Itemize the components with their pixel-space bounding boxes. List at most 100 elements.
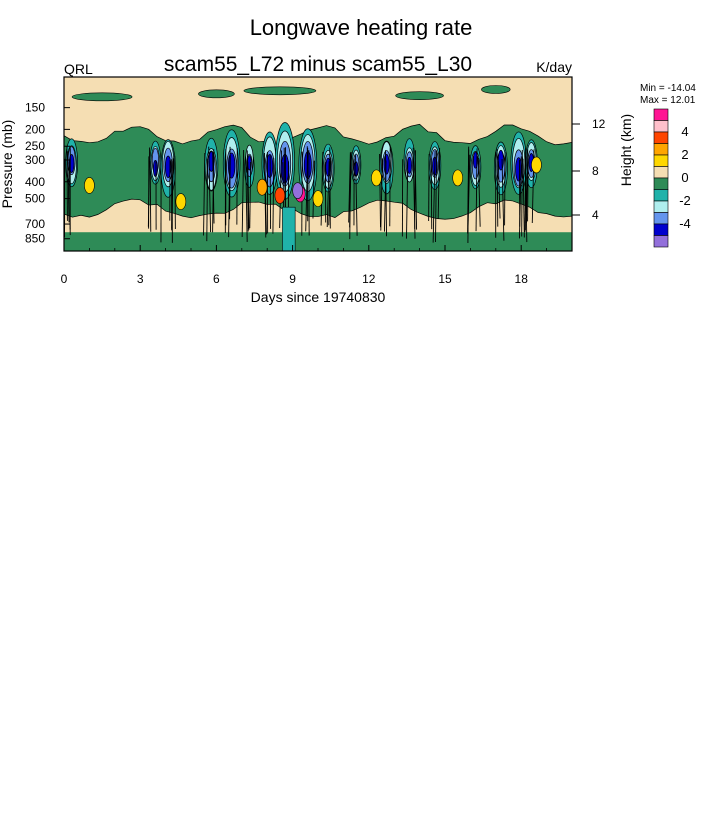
contour-line	[326, 161, 330, 227]
y-tick-label: 250	[25, 139, 45, 153]
contour-line	[521, 149, 523, 237]
positive-contour-cell	[312, 190, 324, 207]
contour-line	[435, 150, 438, 242]
y-tick-label: 500	[25, 192, 45, 206]
y-tick-label: 850	[25, 232, 45, 246]
contour-line	[174, 155, 176, 230]
y-axis-label: Pressure (mb)	[0, 120, 15, 209]
positive-contour-cell	[452, 169, 464, 187]
contour-line	[149, 161, 152, 232]
contour-cell	[152, 159, 158, 177]
contour-line	[497, 161, 501, 219]
contour-line	[496, 149, 499, 227]
positive-contour-cell	[531, 156, 542, 174]
contour-line	[379, 153, 381, 228]
colorbar-swatch	[653, 120, 669, 133]
contour-line	[385, 150, 388, 237]
colorbar-swatch	[653, 223, 669, 236]
y-right-tick-label: 4	[592, 208, 599, 222]
contour-line	[349, 153, 351, 240]
contour-line	[245, 156, 248, 242]
contour-cell	[282, 206, 296, 251]
x-axis-label: Days since 19740830	[251, 289, 386, 305]
upper-contour-patch	[243, 86, 317, 96]
colorbar-swatch	[653, 108, 669, 121]
x-tick-label: 0	[61, 272, 68, 286]
contour-line	[228, 146, 231, 238]
contour-line	[518, 156, 522, 239]
positive-contour-cell	[175, 193, 187, 210]
colorbar-swatch	[653, 212, 669, 225]
upper-contour-patch	[395, 91, 444, 100]
x-axis: 0 3 6 9 12 15 18	[61, 245, 547, 286]
contour-line	[203, 152, 206, 236]
contour-line	[432, 150, 436, 243]
colorbar-swatch	[653, 189, 669, 202]
chart-subtitle: scam55_L72 minus scam55_L30	[164, 53, 472, 76]
colorbar-label: -2	[679, 193, 691, 208]
y-tick-label: 150	[25, 101, 45, 115]
contour-line	[241, 149, 245, 238]
colorbar-legend: 4 2 0 -2 -4	[653, 108, 691, 248]
min-value-text: Min = -14.04	[640, 83, 696, 94]
contour-line	[522, 158, 525, 238]
contour-line	[171, 158, 174, 229]
contour-line	[525, 156, 528, 243]
contour-plot-area	[63, 76, 573, 252]
contour-line	[527, 154, 529, 222]
y-axis-height: 12 8 4	[572, 117, 606, 222]
contour-line	[212, 153, 215, 224]
y-right-tick-label: 8	[592, 164, 599, 178]
x-tick-label: 3	[137, 272, 144, 286]
colorbar-label: 2	[681, 147, 688, 162]
contour-line	[406, 159, 409, 239]
contour-line	[206, 158, 209, 242]
colorbar-swatch	[653, 154, 669, 167]
variable-label: QRL	[64, 61, 93, 77]
x-tick-label: 12	[362, 272, 376, 286]
colorbar-label: -4	[679, 216, 691, 231]
contour-line	[467, 154, 471, 234]
upper-contour-patch	[71, 92, 133, 102]
contour-line	[249, 161, 252, 229]
positive-contour-cell	[274, 187, 286, 204]
upper-contour-patch	[198, 89, 235, 99]
contour-line	[501, 159, 505, 241]
contour-line	[272, 158, 275, 234]
contour-line	[247, 161, 250, 230]
x-tick-label: 6	[213, 272, 220, 286]
contour-line	[355, 155, 358, 236]
contour-line	[477, 157, 481, 227]
y-axis-right-label: Height (km)	[618, 114, 634, 186]
colorbar-label: 4	[681, 124, 688, 139]
colorbar-label: 0	[681, 170, 688, 185]
x-tick-label: 9	[289, 272, 296, 286]
contour-line	[320, 151, 324, 226]
contour-line	[312, 160, 315, 219]
contour-cell	[497, 149, 504, 171]
x-tick-label: 18	[515, 272, 529, 286]
y-tick-label: 300	[25, 153, 45, 167]
colorbar-swatch	[653, 177, 669, 190]
max-value-text: Max = 12.01	[640, 95, 696, 106]
x-tick-label: 15	[438, 272, 452, 286]
y-right-tick-label: 12	[592, 117, 606, 131]
colorbar-swatch	[653, 200, 669, 213]
contour-line	[414, 157, 418, 230]
colorbar-swatch	[653, 143, 669, 156]
positive-contour-cell	[292, 182, 303, 199]
negative-contour-band	[64, 123, 572, 220]
contour-line	[264, 152, 267, 238]
y-tick-label: 200	[25, 122, 45, 136]
contour-field	[64, 77, 572, 251]
chart-title: Longwave heating rate	[250, 15, 473, 40]
colorbar-swatch	[653, 131, 669, 144]
contour-line	[437, 147, 441, 219]
contour-cell	[383, 153, 390, 175]
positive-contour-cell	[256, 178, 268, 196]
contour-line	[380, 158, 383, 231]
contour-line	[208, 146, 212, 233]
upper-contour-patch	[481, 85, 511, 94]
